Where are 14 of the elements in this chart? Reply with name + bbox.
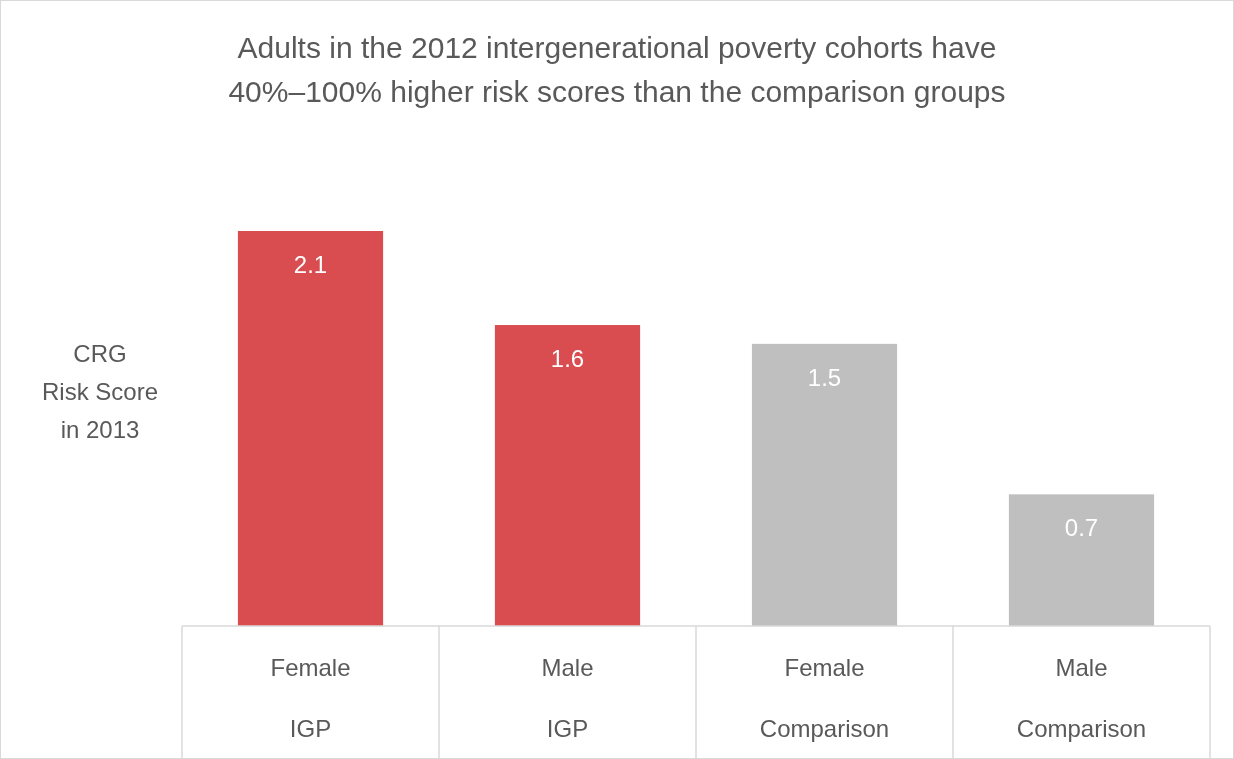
data-label: 1.6 bbox=[550, 345, 585, 373]
bar bbox=[1008, 494, 1155, 626]
data-label: 1.5 bbox=[807, 363, 842, 391]
y-axis-title: CRG Risk Score in 2013 bbox=[41, 340, 159, 443]
category-label: Female IGP bbox=[270, 654, 351, 742]
chart-title: Adults in the 2012 intergenerational poverty cohorts have 40%–100% higher risk scores than the comparison groups bbox=[228, 31, 1006, 108]
category-label: Male IGP bbox=[541, 654, 594, 742]
bar bbox=[494, 325, 641, 626]
bar bbox=[237, 231, 384, 626]
data-label: 2.1 bbox=[293, 251, 328, 278]
bar bbox=[751, 343, 898, 626]
data-label: 0.7 bbox=[1064, 514, 1099, 542]
category-label: Male Comparison bbox=[1016, 654, 1147, 742]
category-label: Female Comparison bbox=[759, 654, 890, 742]
